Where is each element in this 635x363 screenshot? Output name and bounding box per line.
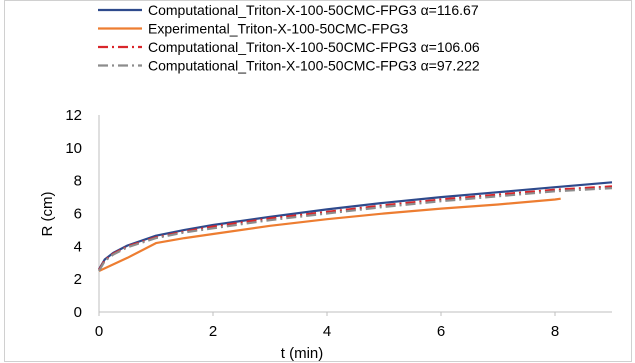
y-tick-label: 0	[74, 304, 82, 321]
plot-area	[98, 181, 613, 272]
y-tick-label: 12	[65, 107, 82, 124]
axes: 0 2 4 6 8 10 12 0 2 4 6 8	[65, 107, 612, 340]
y-tick-label: 4	[74, 238, 82, 255]
x-tick-label: 2	[209, 323, 217, 340]
y-tick-label: 10	[65, 140, 82, 157]
series-line-2	[98, 197, 561, 272]
x-axis-title: t (min)	[281, 345, 324, 362]
x-tick-label: 0	[95, 323, 103, 340]
legend-label-4: Computational_Triton-X-100-50CMC-FPG3 α=…	[148, 58, 480, 74]
y-tick-label: 8	[74, 173, 82, 190]
legend-label-3: Computational_Triton-X-100-50CMC-FPG3 α=…	[148, 39, 480, 55]
y-tick-label: 6	[74, 206, 82, 223]
legend: Computational_Triton-X-100-50CMC-FPG3 α=…	[98, 2, 480, 74]
chart-border	[4, 0, 632, 362]
y-axis-title: R (cm)	[39, 192, 56, 237]
x-tick-label: 8	[551, 323, 559, 340]
x-tick-label: 6	[437, 323, 445, 340]
series-line-4	[98, 187, 613, 272]
y-tick-label: 2	[74, 271, 82, 288]
x-tick-label: 4	[323, 323, 331, 340]
legend-label-2: Experimental_Triton-X-100-50CMC-FPG3	[148, 21, 408, 37]
legend-label-1: Computational_Triton-X-100-50CMC-FPG3 α=…	[148, 2, 479, 18]
